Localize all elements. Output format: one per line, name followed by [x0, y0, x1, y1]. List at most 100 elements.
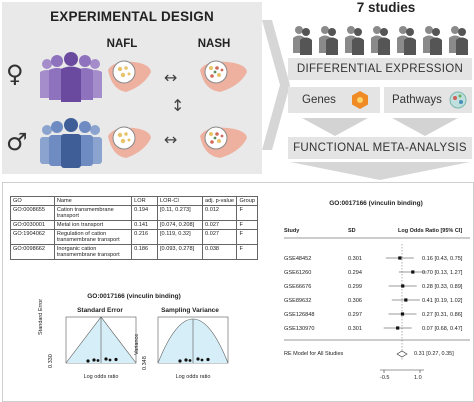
table-cell: 0.216 [131, 229, 158, 245]
table-cell: [0.11, 0.273] [156, 205, 204, 221]
table-row: GO:0030001 Metal ion transport 0.141 [0.… [10, 220, 258, 230]
forest-plot: GSE48452 0.301 0.16 [0.43, 0.75] GSE61260 0.… [284, 237, 470, 373]
studies-people-icon [293, 26, 468, 55]
nafl-label: NAFL [106, 38, 138, 50]
person-icon [430, 28, 442, 55]
compare-arrow-vertical: ↕ [171, 96, 185, 115]
functional-meta-analysis-box: FUNCTIONAL META-ANALYSIS [288, 137, 472, 159]
table-header: LOR-CI [156, 196, 204, 206]
person-icon [404, 28, 416, 55]
female-people-group-icon [40, 52, 102, 102]
funnel-left-ytick: 0.330 [48, 354, 54, 368]
nash-label: NASH [197, 38, 231, 50]
table-cell: 0.027 [202, 229, 238, 245]
forest-point-marker [396, 326, 400, 330]
table-header: LOR [131, 196, 158, 206]
forest-point-marker [404, 298, 408, 302]
person-icon [352, 28, 364, 55]
table-cell: 0.186 [131, 244, 158, 260]
funnel-right-ylabel: Variance [134, 333, 140, 355]
table-row: GO:1904062 Regulation of cation transmem… [10, 229, 258, 245]
forest-point-marker [400, 312, 405, 316]
funnel-left-ylabel: Standard Error [38, 298, 44, 335]
table-header: Name [53, 196, 133, 206]
funnel-right-ytick: 0.348 [142, 356, 148, 370]
forest-xtick-left: -0.5 [380, 375, 390, 381]
forest-xtick-right: 1.0 [414, 375, 422, 381]
liver-nash-male-icon [200, 126, 247, 158]
table-cell: 0.141 [131, 220, 158, 230]
experimental-design-title: EXPERIMENTAL DESIGN [50, 9, 214, 24]
table-cell: 0.027 [202, 220, 238, 230]
table-cell: Cation transmembrane transport [53, 205, 133, 221]
person-icon [378, 28, 390, 55]
funnel-right-title: Sampling Variance [161, 307, 219, 314]
table-cell: [0.074, 0.208] [156, 220, 204, 230]
table-cell: 0.038 [202, 244, 238, 260]
flow-chevron-icon [262, 20, 290, 150]
forest-model-label: RE Model for All Studies [284, 351, 344, 357]
funnel-right-xlabel: Log odds ratio [175, 374, 211, 380]
person-icon [300, 28, 312, 55]
forest-study-label: GSE61260 [284, 270, 311, 276]
forest-study-label: GSE130970 [284, 326, 314, 332]
forest-col-study: Study [284, 228, 300, 234]
table-cell: GO:0030001 [10, 220, 55, 230]
table-cell: Regulation of cation transmembrane trans… [53, 229, 133, 245]
compare-arrow-female: ↔ [164, 68, 178, 87]
forest-ci-label: 0.16 [0.43, 0.75] [422, 256, 463, 262]
forest-point-marker [401, 284, 405, 288]
genes-box: Genes [288, 87, 380, 113]
forest-ci-label: 0.41 [0.19, 1.02] [422, 298, 463, 304]
flow-down-chevron-icon [290, 162, 470, 180]
table-cell: GO:1904062 [10, 229, 55, 245]
differential-expression-box: DIFFERENTIAL EXPRESSION [288, 58, 472, 80]
table-cell: F [236, 220, 258, 230]
forest-ci-label: 0.07 [0.68, 0.47] [422, 326, 463, 332]
forest-study-label: GSE48452 [284, 256, 311, 262]
table-cell: Metal ion transport [53, 220, 133, 230]
flow-down-arrows-icon [302, 118, 458, 136]
forest-sd-label: 0.301 [348, 256, 362, 262]
table-header: GO [10, 196, 55, 206]
studies-title: 7 studies [356, 0, 416, 15]
table-cell: [0.119, 0.32] [156, 229, 204, 245]
table-cell: [0.093, 0.278] [156, 244, 204, 260]
table-header: adj. p-value [202, 196, 238, 206]
compare-arrow-male: ↔ [164, 130, 178, 149]
person-icon [326, 28, 338, 55]
table-header-row: GO Name LOR LOR-CI adj. p-value Group [10, 196, 258, 206]
genes-label: Genes [302, 94, 336, 106]
forest-col-lor: Log Odds Ratio [95% CI] [398, 228, 463, 234]
table-cell: Inorganic cation transmembrane transport [53, 244, 133, 260]
forest-ci-label: 0.27 [0.31, 0.86] [422, 312, 463, 318]
liver-nafl-male-icon [108, 126, 151, 158]
pathways-label: Pathways [392, 94, 442, 106]
table-cell: 0.194 [131, 205, 158, 221]
forest-col-sd: SD [348, 228, 356, 234]
forest-study-label: GSE89632 [284, 298, 311, 304]
liver-nash-female-icon [200, 60, 247, 92]
person-icon [456, 28, 468, 55]
forest-study-label: GSE126848 [284, 312, 314, 318]
male-symbol: ♂ [6, 128, 28, 156]
funnel-title: GO:0017166 (vinculin binding) [87, 293, 181, 300]
funnel-plot-standard-error [65, 316, 137, 364]
male-people-group-icon [40, 118, 102, 168]
forest-sd-label: 0.306 [348, 298, 362, 304]
funnel-left-xlabel: Log odds ratio [83, 374, 119, 380]
forest-model-ci: 0.31 [0.27, 0.35] [414, 351, 454, 357]
forest-ci-label: 0.70 [0.13, 1.27] [422, 270, 463, 276]
forest-title: GO:0017166 (vinculin binding) [329, 200, 423, 207]
forest-sd-label: 0.294 [348, 270, 362, 276]
table-row: GO:0098662 Inorganic cation transmembran… [10, 244, 258, 260]
table-header: Group [236, 196, 258, 206]
forest-point-marker [411, 270, 415, 274]
funnel-plot-sampling-variance [157, 316, 229, 364]
table-cell: F [236, 244, 258, 260]
forest-point-marker [398, 256, 402, 260]
female-symbol: ♀ [6, 60, 24, 88]
forest-sd-label: 0.299 [348, 284, 362, 290]
gene-hexagon-icon [352, 91, 368, 109]
table-cell: GO:0008655 [10, 205, 55, 221]
